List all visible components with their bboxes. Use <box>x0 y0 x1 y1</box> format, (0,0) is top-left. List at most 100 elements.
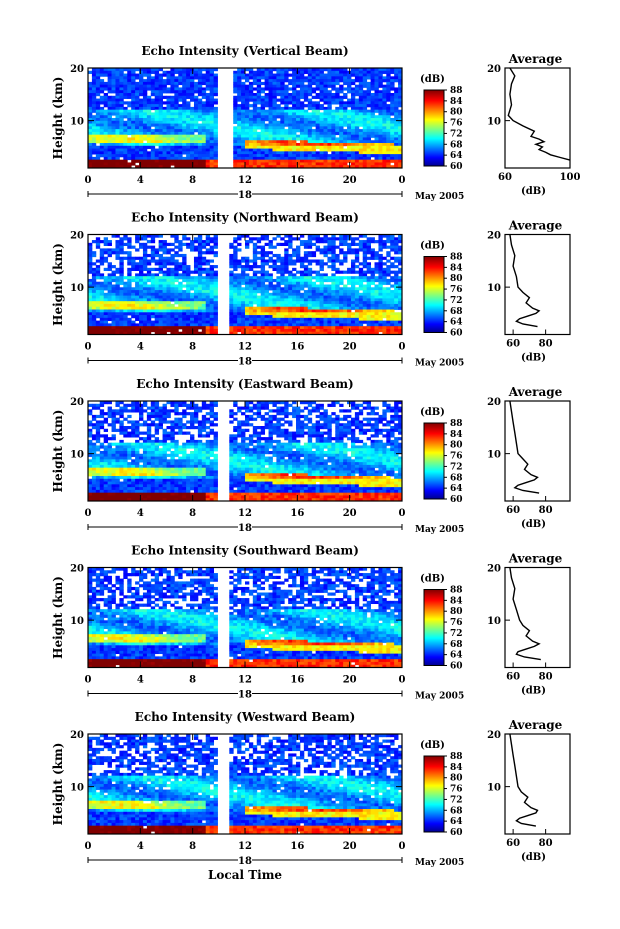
heatmap-cell <box>131 131 136 136</box>
heatmap-cell <box>350 90 356 94</box>
heatmap-cell <box>99 68 105 72</box>
heatmap-cell <box>386 278 391 283</box>
heatmap-cell <box>95 154 101 158</box>
heatmap-cell <box>268 159 273 163</box>
heatmap-cell <box>311 306 317 310</box>
heatmap-cell <box>296 79 301 83</box>
heatmap-cell <box>205 276 211 280</box>
heatmap-cell <box>88 70 93 74</box>
heatmap-cell <box>382 240 387 244</box>
heatmap-cell <box>288 331 293 335</box>
heatmap-cell <box>197 287 203 291</box>
heatmap-cell <box>319 93 324 97</box>
heatmap-cell <box>335 120 340 124</box>
heatmap-cell <box>103 95 109 99</box>
heatmap-cell <box>280 131 285 136</box>
heatmap-cell <box>131 290 136 294</box>
heatmap-cell <box>370 115 375 119</box>
heatmap-cell <box>162 315 167 319</box>
heatmap-cell <box>256 326 262 330</box>
heatmap-cell <box>178 90 183 94</box>
heatmap-cell <box>131 256 136 260</box>
heatmap-cell <box>229 281 234 285</box>
heatmap-cell <box>260 287 266 291</box>
heatmap-cell <box>170 145 175 149</box>
heatmap-cell <box>245 326 250 330</box>
heatmap-cell <box>292 303 297 308</box>
heatmap-cell <box>280 256 285 260</box>
heatmap-cell <box>374 278 379 283</box>
heatmap-cell <box>315 278 320 283</box>
heatmap-cell <box>382 323 387 327</box>
heatmap-cell <box>150 284 156 288</box>
heatmap-cell <box>256 298 262 302</box>
heatmap-cell <box>205 251 211 255</box>
heatmap-cell <box>386 287 391 291</box>
heatmap-cell <box>390 242 395 247</box>
heatmap-cell <box>119 273 124 277</box>
heatmap-cell <box>331 251 336 255</box>
heatmap-cell <box>366 240 372 244</box>
heatmap-cell <box>209 156 215 161</box>
heatmap-cell <box>362 253 368 258</box>
heatmap-cell <box>150 253 156 258</box>
heatmap-cell <box>303 256 309 260</box>
heatmap-cell <box>162 159 167 163</box>
heatmap-cell <box>170 234 175 238</box>
heatmap-cell <box>237 295 242 299</box>
heatmap-cell <box>339 118 344 122</box>
heatmap-cell <box>354 115 360 119</box>
heatmap-cell <box>182 237 187 241</box>
heatmap-cell <box>178 315 183 319</box>
heatmap-cell <box>158 93 163 97</box>
heatmap-cell <box>260 143 266 147</box>
x-tick-label: 0 <box>399 175 406 186</box>
heatmap-cell <box>150 281 156 285</box>
heatmap-cell <box>245 68 250 72</box>
heatmap-cell <box>350 145 356 149</box>
heatmap-cell <box>162 309 167 313</box>
heatmap-cell <box>237 156 242 161</box>
heatmap-cell <box>339 159 344 163</box>
heatmap-cell <box>146 253 152 258</box>
heatmap-cell <box>319 73 324 77</box>
heatmap-cell <box>233 240 238 244</box>
heatmap-cell <box>142 323 148 327</box>
heatmap-cell <box>323 306 328 310</box>
heatmap-cell <box>205 240 211 244</box>
heatmap-cell <box>166 328 171 333</box>
heatmap-cell <box>252 165 258 169</box>
heatmap-cell <box>123 101 128 105</box>
heatmap-cell <box>135 93 140 97</box>
heatmap-cell <box>299 131 305 136</box>
heatmap-cell <box>88 126 93 130</box>
heatmap-cell <box>248 306 254 310</box>
heatmap-cell <box>378 303 383 308</box>
heatmap-cell <box>95 70 101 74</box>
heatmap-cell <box>178 290 183 294</box>
heatmap-cell <box>241 109 246 113</box>
heatmap-cell <box>95 156 101 161</box>
heatmap-cell <box>115 309 120 313</box>
heatmap-cell <box>154 95 160 99</box>
heatmap-cell <box>213 134 218 138</box>
heatmap-cell <box>280 68 285 72</box>
heatmap-cell <box>197 109 203 113</box>
heatmap-cell <box>331 306 336 310</box>
heatmap-cell <box>193 309 199 313</box>
heatmap-cell <box>205 134 211 138</box>
heatmap-cell <box>339 292 344 297</box>
heatmap-cell <box>150 248 156 252</box>
heatmap-cell <box>394 242 399 247</box>
heatmap-cell <box>311 118 317 122</box>
heatmap-cell <box>241 73 246 77</box>
heatmap-cell <box>288 145 293 149</box>
heatmap-cell <box>123 251 128 255</box>
heatmap-cell <box>139 154 144 158</box>
heatmap-cell <box>323 140 328 144</box>
heatmap-cell <box>354 87 360 91</box>
heatmap-cell <box>248 278 254 283</box>
heatmap-cell <box>331 87 336 91</box>
heatmap-cell <box>299 298 305 302</box>
heatmap-cell <box>374 81 379 86</box>
